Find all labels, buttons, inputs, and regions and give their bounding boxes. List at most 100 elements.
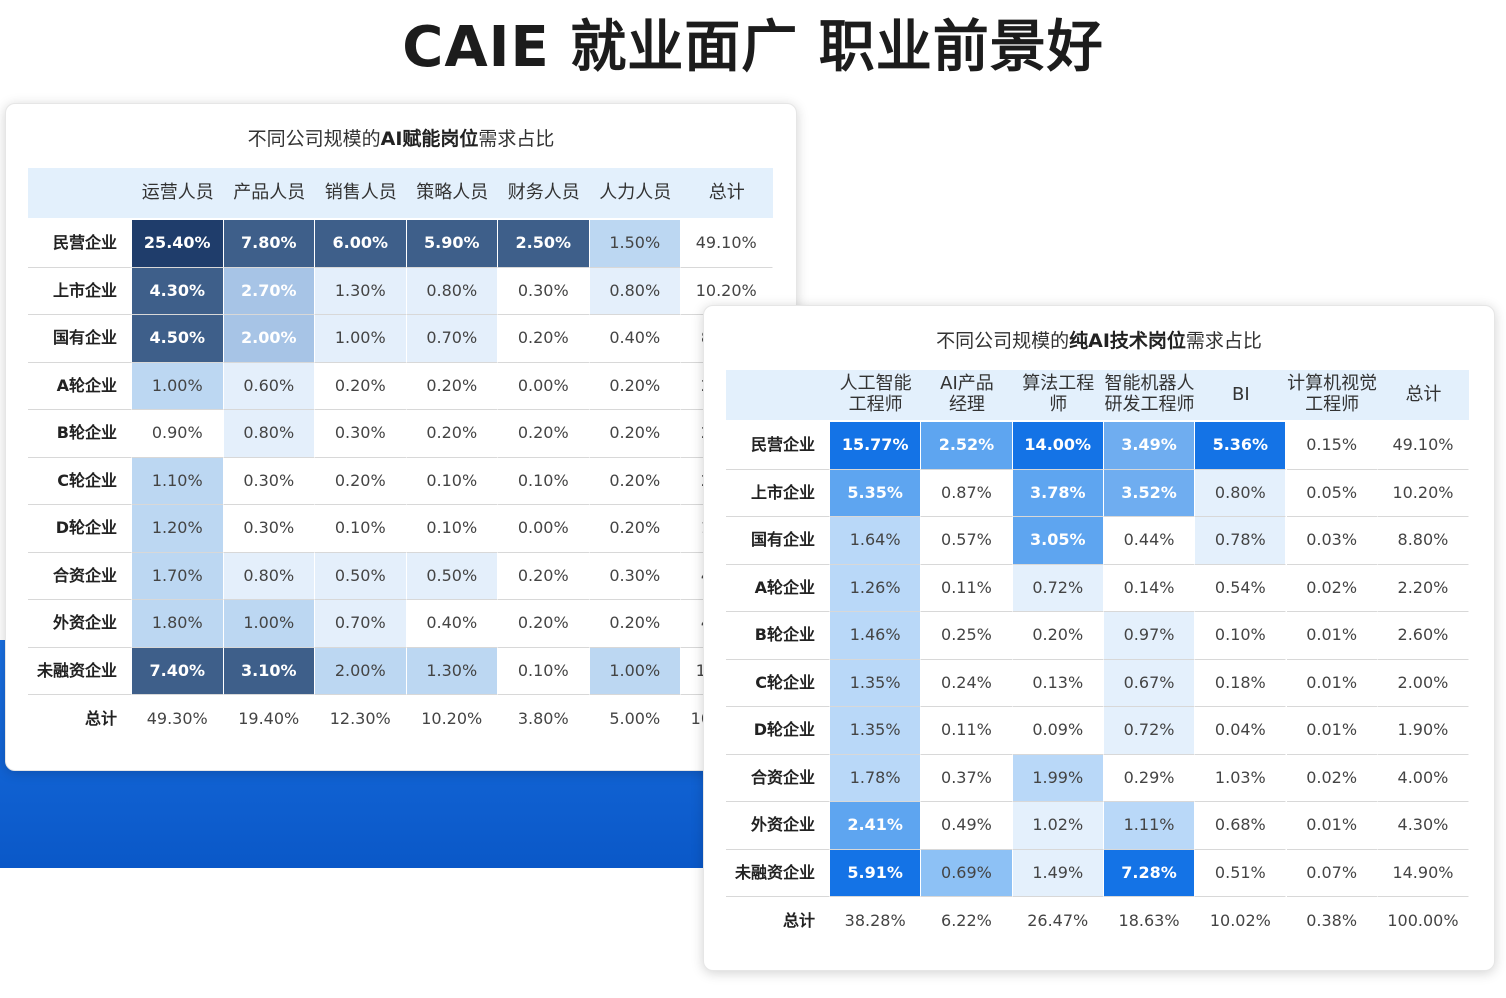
table-cell: 0.09% bbox=[1012, 707, 1104, 755]
table-card: 不同公司规模的AI赋能岗位需求占比 运营人员 产品人员 销售人员 策略人员 财务人员 人力… bbox=[5, 103, 797, 771]
table-cell: 1.46% bbox=[830, 612, 922, 660]
table-header bbox=[726, 370, 1470, 420]
table-cell: 100.00% bbox=[1378, 897, 1470, 945]
table-cell: 0.20% bbox=[315, 362, 407, 410]
row-label: B轮企业 bbox=[28, 410, 132, 458]
table-cell: 0.02% bbox=[1286, 564, 1378, 612]
table-cell: 14.90% bbox=[1377, 849, 1470, 897]
table-cell: 1.90% bbox=[1377, 707, 1470, 755]
table-cell: 1.78% bbox=[830, 754, 922, 802]
table-cell: 1.30% bbox=[406, 647, 498, 695]
table-cell: 0.87% bbox=[921, 469, 1013, 517]
table-cell: 4.30% bbox=[1377, 802, 1470, 850]
table-cell: 1.26% bbox=[830, 564, 922, 612]
table-cell: 49.10% bbox=[681, 220, 773, 268]
title-part: AI赋能岗位 bbox=[380, 128, 479, 150]
table-cell: 3.49% bbox=[1103, 422, 1196, 470]
table-cell: 2.52% bbox=[921, 422, 1013, 470]
table-cell: 10.20% bbox=[1377, 469, 1470, 517]
table-cell: 1.80% bbox=[132, 600, 224, 648]
table-cell: 8.80% bbox=[1377, 517, 1470, 565]
table-cell: 0.15% bbox=[1286, 422, 1378, 470]
table-cell: 0.54% bbox=[1195, 564, 1287, 612]
table-cell: 2.00% bbox=[1377, 659, 1470, 707]
table-cell: 2.00% bbox=[223, 315, 315, 363]
table-cell: 1.20% bbox=[132, 505, 224, 553]
row-label: C轮企业 bbox=[28, 457, 132, 505]
row-label: 合资企业 bbox=[726, 754, 830, 802]
column-header: 总计 bbox=[708, 181, 745, 203]
table-cell: 0.18% bbox=[1195, 659, 1287, 707]
row-label: 上市企业 bbox=[726, 469, 830, 517]
table-cell: 0.04% bbox=[1195, 707, 1287, 755]
table-cell: 1.11% bbox=[1103, 802, 1196, 850]
table-cell: 0.50% bbox=[315, 552, 407, 600]
table-cell: 4.50% bbox=[132, 315, 224, 363]
table-cell: 1.00% bbox=[132, 362, 224, 410]
table-cell: 10.02% bbox=[1195, 897, 1287, 945]
table-cell: 7.80% bbox=[223, 220, 315, 268]
table-cell: 0.20% bbox=[498, 410, 590, 458]
table-cell: 0.80% bbox=[223, 552, 315, 600]
table-cell: 3.05% bbox=[1012, 517, 1104, 565]
table-cell: 0.70% bbox=[315, 600, 407, 648]
table-cell: 0.80% bbox=[589, 267, 681, 315]
table-cell: 0.20% bbox=[589, 505, 681, 553]
table-cell: 0.01% bbox=[1286, 802, 1378, 850]
table-cell: 3.52% bbox=[1103, 469, 1196, 517]
table-cell: 1.64% bbox=[830, 517, 922, 565]
row-label: C轮企业 bbox=[726, 659, 830, 707]
table-cell: 2.60% bbox=[1377, 612, 1470, 660]
table-cell: 0.00% bbox=[498, 362, 590, 410]
table-cell: 0.01% bbox=[1286, 707, 1378, 755]
title-part: 不同公司规模的 bbox=[936, 330, 1070, 352]
table-cell: 5.36% bbox=[1195, 422, 1287, 470]
table-cell: 0.20% bbox=[498, 600, 590, 648]
row-label: 国有企业 bbox=[726, 517, 830, 565]
row-label: 未融资企业 bbox=[28, 647, 132, 695]
table-cell: 0.07% bbox=[1286, 849, 1378, 897]
table-cell: 0.44% bbox=[1103, 517, 1196, 565]
table-cell: 0.30% bbox=[498, 267, 590, 315]
table-cell: 0.80% bbox=[223, 410, 315, 458]
row-label: 民营企业 bbox=[28, 220, 132, 268]
table-cell: 1.99% bbox=[1012, 754, 1104, 802]
table-cell: 7.40% bbox=[132, 647, 224, 695]
table-cell: 0.20% bbox=[498, 552, 590, 600]
table-cell: 1.00% bbox=[589, 647, 681, 695]
table-cell: 0.69% bbox=[921, 849, 1013, 897]
row-label: 总计 bbox=[726, 897, 830, 945]
table-cell: 3.10% bbox=[223, 647, 315, 695]
column-header: 运营人员 bbox=[141, 181, 214, 203]
table-cell: 0.20% bbox=[589, 457, 681, 505]
table-cell: 0.40% bbox=[589, 315, 681, 363]
table-cell: 0.00% bbox=[498, 505, 590, 553]
table-cell: 2.70% bbox=[223, 267, 315, 315]
table-cell: 0.10% bbox=[315, 505, 407, 553]
row-label: 外资企业 bbox=[28, 600, 132, 648]
table-cell: 2.50% bbox=[498, 220, 590, 268]
table-cell: 0.20% bbox=[1012, 612, 1104, 660]
table-cell: 0.20% bbox=[406, 410, 498, 458]
table-cell: 4.00% bbox=[1377, 754, 1470, 802]
table-cell: 1.00% bbox=[315, 315, 407, 363]
table-cell: 0.05% bbox=[1286, 469, 1378, 517]
column-header: 计算机视觉 工程师 bbox=[1287, 373, 1378, 415]
row-label: A轮企业 bbox=[28, 362, 132, 410]
table-title: 不同公司规模的纯AI技术岗位需求占比 bbox=[704, 326, 1494, 353]
title-part: 纯AI技术岗位 bbox=[1069, 330, 1186, 352]
table-cell: 1.49% bbox=[1012, 849, 1104, 897]
table-cell: 49.30% bbox=[132, 695, 224, 743]
table-title: 不同公司规模的AI赋能岗位需求占比 bbox=[6, 124, 796, 151]
table-cell: 0.38% bbox=[1287, 897, 1378, 945]
table-cell: 0.68% bbox=[1195, 802, 1287, 850]
table-cell: 1.50% bbox=[589, 220, 681, 268]
table-cell: 10.20% bbox=[407, 695, 498, 743]
table-cell: 0.57% bbox=[921, 517, 1013, 565]
table-cell: 0.37% bbox=[921, 754, 1013, 802]
table-cell: 49.10% bbox=[1377, 422, 1470, 470]
table-cell: 1.03% bbox=[1195, 754, 1287, 802]
table-cell: 0.02% bbox=[1286, 754, 1378, 802]
column-header: 人力人员 bbox=[599, 181, 672, 203]
table-card: 不同公司规模的纯AI技术岗位需求占比 人工智能 工程师 AI产品 经理 算法工程 师… bbox=[703, 305, 1495, 971]
